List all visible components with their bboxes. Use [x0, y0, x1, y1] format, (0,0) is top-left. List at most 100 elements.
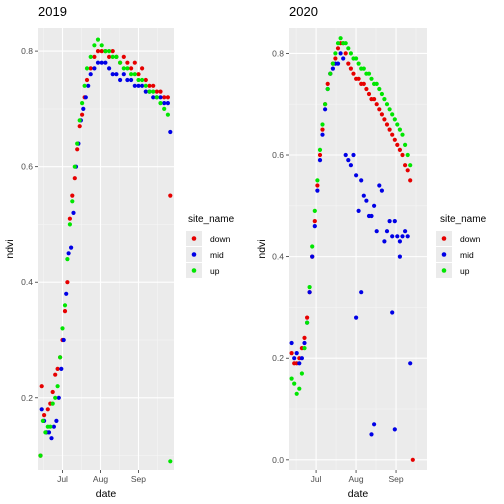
point-down	[372, 97, 377, 102]
point-up	[55, 384, 60, 389]
point-mid	[338, 51, 343, 56]
point-up	[103, 49, 108, 54]
point-down	[53, 372, 58, 377]
point-up	[346, 46, 351, 51]
point-up	[40, 418, 46, 423]
point-down	[158, 89, 163, 94]
legend-key-up	[191, 268, 197, 273]
point-mid	[395, 234, 400, 239]
point-up	[107, 49, 112, 54]
point-down	[39, 384, 44, 389]
point-mid	[143, 89, 148, 94]
legend-key-mid	[191, 252, 197, 257]
point-down	[410, 457, 415, 462]
x-tick-label: Aug	[349, 474, 364, 484]
point-up	[114, 54, 119, 60]
point-up	[356, 61, 361, 66]
point-mid	[323, 107, 328, 112]
x-tick-label: Jul	[311, 474, 322, 484]
point-down	[151, 83, 156, 88]
point-mid	[151, 95, 156, 100]
point-down	[395, 142, 400, 147]
point-down	[143, 77, 148, 83]
point-up	[72, 164, 77, 169]
legend-2020: site_name down mid up	[436, 214, 487, 278]
point-mid	[56, 395, 61, 400]
point-mid	[307, 290, 312, 295]
point-up	[151, 89, 156, 94]
point-mid	[315, 188, 320, 193]
point-mid	[132, 83, 137, 88]
point-mid	[310, 254, 315, 259]
point-up	[38, 453, 43, 458]
point-mid	[99, 60, 104, 65]
point-up	[289, 376, 294, 381]
point-up	[317, 147, 323, 152]
point-up	[338, 36, 343, 41]
point-down	[377, 107, 382, 112]
legend-label-up: up	[460, 266, 470, 276]
point-mid	[312, 224, 317, 229]
y-tick-label: 0.8	[272, 48, 284, 58]
point-up	[343, 41, 348, 46]
point-up	[95, 37, 101, 42]
point-mid	[118, 77, 123, 83]
point-up	[82, 83, 87, 88]
point-down	[132, 60, 137, 65]
point-down	[72, 176, 77, 181]
point-up	[325, 86, 330, 92]
point-up	[65, 257, 70, 262]
point-down	[121, 54, 126, 60]
point-mid	[384, 229, 390, 234]
legend-key-down	[441, 236, 447, 241]
point-down	[99, 49, 104, 54]
point-up	[354, 56, 359, 61]
legend-key-mid	[441, 252, 447, 257]
point-mid	[372, 203, 377, 208]
point-mid	[354, 173, 359, 178]
point-down	[403, 163, 408, 168]
axis-ticks-2020: 0.0 0.2 0.4 0.6 0.8 Jul Aug Sep	[272, 48, 404, 484]
point-up	[323, 102, 328, 107]
point-up	[392, 117, 397, 122]
legend-label-mid: mid	[460, 250, 474, 260]
point-mid	[140, 83, 145, 88]
point-down	[55, 366, 60, 371]
point-up	[397, 127, 402, 132]
point-mid	[403, 229, 408, 234]
point-up	[129, 72, 134, 77]
point-up	[70, 199, 75, 204]
point-down	[343, 51, 348, 56]
legend-key-down	[191, 236, 197, 241]
point-up	[99, 43, 104, 48]
point-up	[307, 285, 312, 290]
point-mid	[359, 290, 364, 295]
point-up	[62, 303, 68, 308]
point-up	[379, 91, 384, 97]
point-up	[110, 54, 115, 60]
point-down	[162, 95, 167, 100]
point-down	[88, 66, 93, 71]
point-mid	[92, 66, 97, 71]
point-mid	[317, 158, 323, 163]
point-up	[158, 101, 163, 106]
point-down	[80, 112, 85, 117]
point-mid	[387, 219, 392, 224]
plot-background-2020	[289, 28, 427, 470]
point-mid	[51, 424, 57, 429]
point-up	[400, 132, 405, 137]
point-mid	[125, 77, 130, 83]
point-mid	[382, 239, 387, 244]
point-mid	[390, 234, 395, 239]
point-up	[330, 61, 335, 66]
point-up	[143, 83, 148, 88]
point-up	[80, 101, 85, 106]
point-mid	[335, 61, 341, 66]
point-down	[408, 178, 413, 183]
point-mid	[359, 178, 364, 183]
legend-2019: site_name down mid up	[186, 214, 235, 278]
point-mid	[302, 340, 307, 346]
point-down	[84, 77, 90, 83]
point-down	[317, 152, 323, 158]
